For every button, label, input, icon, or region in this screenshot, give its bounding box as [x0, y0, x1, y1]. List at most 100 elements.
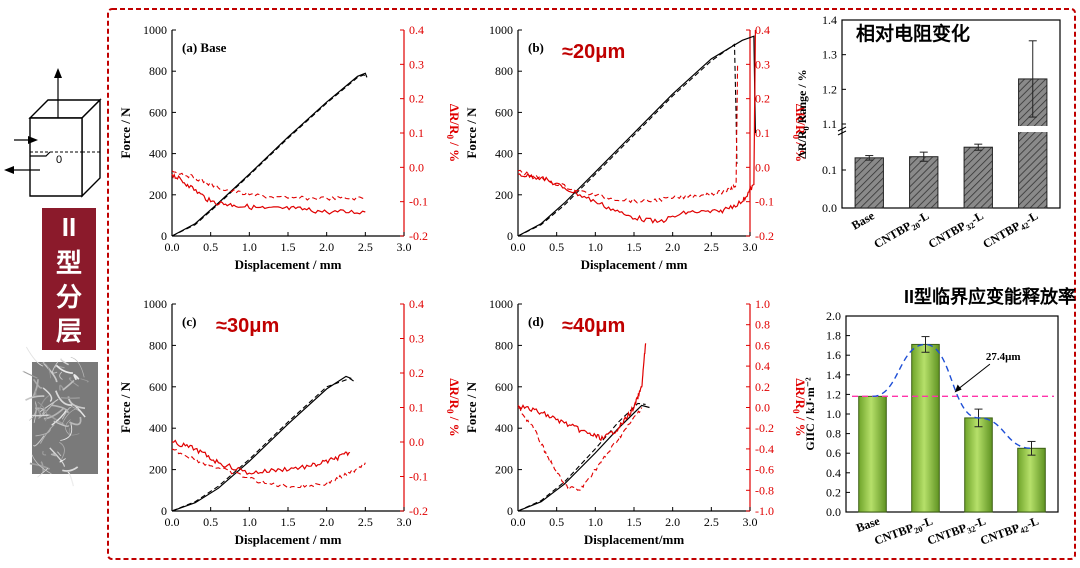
y-left-axis-label: Force / N — [464, 381, 479, 433]
x-tick-label: 0.0 — [511, 515, 526, 529]
y-right-axis-label: ΔR/R0 / % — [791, 378, 808, 436]
sem-fiber — [59, 441, 65, 460]
x-tick-label: 1.5 — [627, 240, 642, 254]
y-left-tick-label: 0 — [507, 504, 513, 518]
x-tick-label: 1.0 — [242, 515, 257, 529]
y-right-tick-label: 0.4 — [755, 23, 770, 37]
y-right-tick-label: 1.0 — [755, 297, 770, 311]
y-right-tick-label: 0.0 — [755, 160, 770, 174]
y-right-tick-label: 0.2 — [409, 366, 424, 380]
trend-annotation: 27.4μm — [986, 351, 1021, 363]
x-tick-label: 3.0 — [743, 240, 758, 254]
x-tick-label: 3.0 — [397, 515, 412, 529]
x-tick-label: 2.5 — [358, 240, 373, 254]
y-left-tick-label: 1000 — [489, 297, 513, 311]
mode-label-char-4: 层 — [56, 316, 82, 346]
sem-fiber — [68, 377, 79, 387]
panel-d: 0.0 0.5 1.0 1.5 2.0 2.5 3.0 0 200 400 600 800 1000 -1… — [464, 297, 808, 547]
sem-fiber — [54, 390, 73, 406]
sem-fiber — [31, 454, 52, 475]
x-axis-label: Displacement/mm — [584, 532, 685, 547]
y-left-tick-label: 400 — [495, 421, 513, 435]
sem-fiber — [61, 407, 79, 425]
sem-fiber — [60, 358, 69, 366]
y-left-tick-label: 800 — [495, 338, 513, 352]
y-left-axis-label: Force / N — [118, 381, 133, 433]
x-axis-label: Displacement / mm — [235, 532, 342, 547]
mode-label-char-2: 型 — [56, 248, 82, 278]
sem-fiber — [43, 407, 65, 420]
sem-fiber — [48, 413, 65, 426]
bar — [911, 343, 940, 513]
y-left-tick-label: 600 — [149, 105, 167, 119]
panel-annotation: ≈20μm — [562, 41, 625, 63]
sem-fiber — [39, 398, 59, 413]
sem-fiber — [67, 472, 75, 487]
sem-fiber — [59, 458, 66, 463]
y-right-tick-label: 0.8 — [755, 318, 770, 332]
y-left-axis-label: Force / N — [118, 107, 133, 159]
y-left-tick-label: 1000 — [143, 23, 167, 37]
y-left-tick-label: 1000 — [489, 23, 513, 37]
y-tick-label: 2.0 — [826, 309, 841, 323]
resistance-curve-solid — [517, 343, 647, 442]
sem-fiber — [51, 404, 69, 414]
y-right-tick-label: 0.1 — [409, 126, 424, 140]
y-left-tick-label: 800 — [149, 338, 167, 352]
force-curve-dashed — [517, 43, 738, 237]
x-tick-label: 2.5 — [704, 240, 719, 254]
y-tick-label: 1.6 — [826, 348, 841, 362]
y-left-tick-label: 0 — [161, 229, 167, 243]
y-right-tick-label: -0.2 — [409, 229, 428, 243]
sem-fiber — [40, 461, 44, 473]
mode-label-box — [42, 208, 96, 350]
sem-fiber — [62, 466, 79, 472]
y-tick-label: 1.8 — [826, 329, 841, 343]
x-tick-label: 1.0 — [588, 515, 603, 529]
sem-fiber — [73, 374, 80, 381]
panel-a: 0.0 0.5 1.0 1.5 2.0 2.5 3.0 0 200 400 600 800 1000 -0… — [118, 23, 462, 272]
bar — [854, 157, 884, 209]
y-right-tick-label: 0.1 — [755, 126, 770, 140]
y-right-axis-label: ΔR/R0 / % — [445, 378, 462, 436]
y-left-axis-label: Force / N — [464, 107, 479, 159]
x-tick-label: 2.0 — [665, 240, 680, 254]
mode-label-char-1: II — [62, 212, 76, 242]
y-right-tick-label: 0.3 — [409, 332, 424, 346]
y-tick-label: 0.0 — [822, 201, 837, 215]
annotation-arrowhead — [954, 384, 962, 393]
y-right-tick-label: 0.4 — [409, 297, 424, 311]
x-tick-label: 1.5 — [281, 240, 296, 254]
sem-fiber — [33, 435, 45, 447]
x-tick-label: 1.0 — [242, 240, 257, 254]
y-left-tick-label: 600 — [495, 105, 513, 119]
y-right-tick-label: -0.6 — [755, 463, 774, 477]
panel-tag: (c) — [182, 314, 196, 329]
y-left-tick-label: 200 — [495, 188, 513, 202]
force-curve-solid — [171, 72, 368, 237]
y-tick-label: 0.6 — [826, 446, 841, 460]
sem-fiber — [70, 356, 85, 378]
y-right-axis-label: ΔR/R0 / % — [791, 104, 808, 162]
sem-fiber — [80, 378, 89, 383]
sem-fiber — [35, 427, 51, 437]
sem-fiber — [35, 406, 42, 419]
sem-fiber — [32, 379, 39, 398]
category-label: Base — [849, 208, 877, 232]
y-tick-label: 0.4 — [826, 466, 841, 480]
y-left-tick-label: 400 — [149, 147, 167, 161]
giic-bar-chart: II型临界应变能释放率 0.0 0.2 0.4 0.6 0.8 1.0 1.2 1.4 1.6 1.… — [803, 286, 1076, 548]
sem-fiber — [40, 424, 55, 444]
sem-fiber — [61, 407, 72, 420]
sem-fiber — [29, 462, 50, 470]
mode-label-char-3: 分 — [56, 282, 82, 312]
y-axis-label: GIIC / kJ·m⁻² — [803, 377, 817, 451]
category-label: CNTBP32-L — [926, 208, 987, 252]
x-tick-label: 0.5 — [203, 240, 218, 254]
y-right-tick-label: 0.6 — [755, 338, 770, 352]
y-right-tick-label: 0.3 — [755, 57, 770, 71]
x-axis-label: Displacement / mm — [235, 257, 342, 272]
y-left-tick-label: 1000 — [143, 297, 167, 311]
bar — [909, 156, 939, 209]
